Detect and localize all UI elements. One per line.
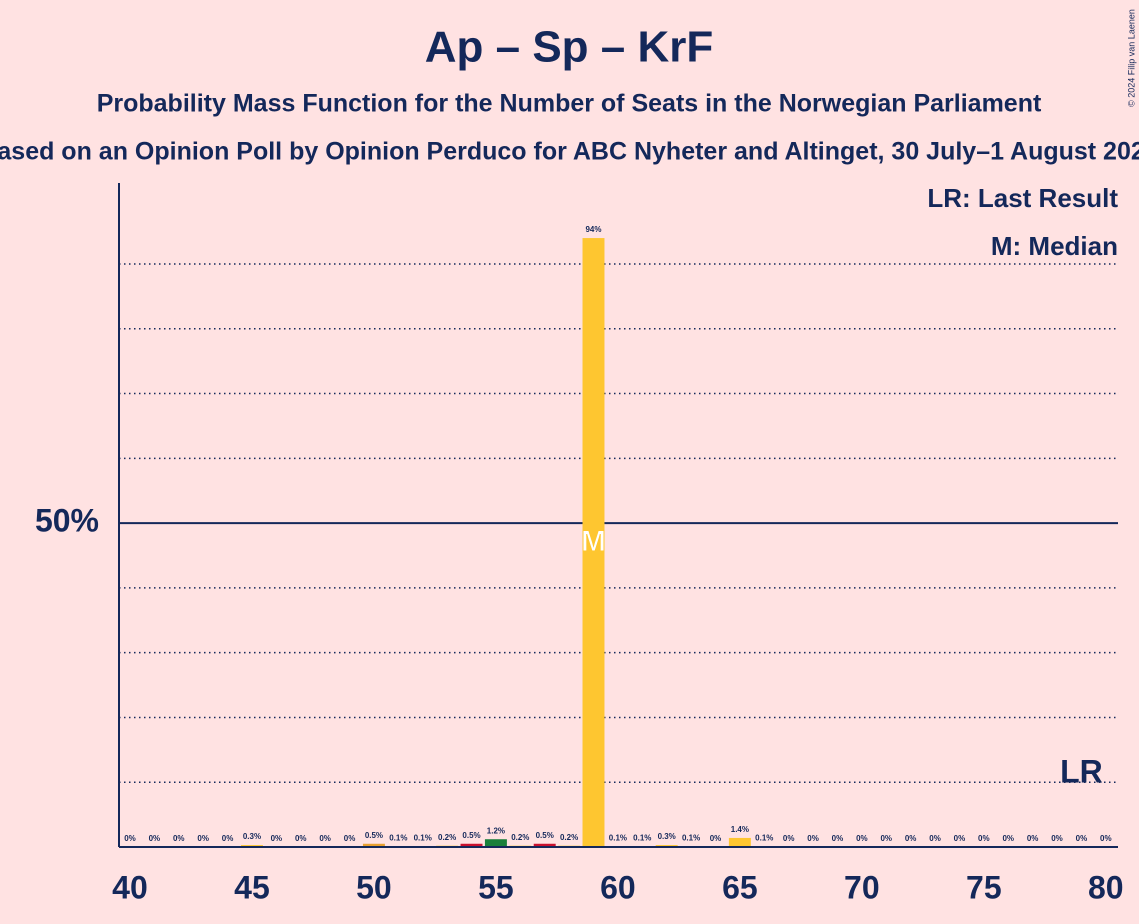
value-label: 0% — [1051, 834, 1063, 843]
value-label: 0% — [710, 834, 722, 843]
x-tick-label: 65 — [722, 869, 758, 905]
value-label: 0% — [319, 834, 331, 843]
x-tick-label: 75 — [966, 869, 1002, 905]
value-label: 0% — [807, 834, 819, 843]
x-tick-label: 80 — [1088, 869, 1124, 905]
bar — [533, 843, 556, 847]
value-label: 0% — [856, 834, 868, 843]
value-label: 0% — [1100, 834, 1112, 843]
value-label: 0% — [1027, 834, 1039, 843]
legend-entry: LR: Last Result — [927, 183, 1118, 213]
value-label: 0.5% — [365, 831, 383, 840]
x-tick-label: 55 — [478, 869, 514, 905]
value-label: 0.2% — [438, 833, 456, 842]
value-label: 0.3% — [243, 832, 261, 841]
chart-title: Ap – Sp – KrF — [425, 23, 714, 72]
value-label: 0.1% — [633, 833, 651, 842]
value-label: 0% — [1076, 834, 1088, 843]
value-label: 0% — [1002, 834, 1014, 843]
x-tick-label: 45 — [234, 869, 270, 905]
x-tick-label: 40 — [112, 869, 148, 905]
value-label: 0% — [344, 834, 356, 843]
value-label: 0.2% — [560, 833, 578, 842]
bar — [582, 238, 605, 847]
value-label: 1.2% — [487, 826, 505, 835]
value-label: 0.1% — [414, 833, 432, 842]
value-label: 0% — [149, 834, 161, 843]
value-label: 0% — [978, 834, 990, 843]
value-label: 0.3% — [658, 832, 676, 841]
bar — [484, 839, 507, 847]
value-label: 0.5% — [536, 831, 554, 840]
value-label: 0% — [197, 834, 209, 843]
x-tick-label: 50 — [356, 869, 392, 905]
median-marker: M — [581, 525, 606, 558]
value-label: 0.1% — [609, 833, 627, 842]
value-label: 94% — [585, 225, 601, 234]
legend-entry: M: Median — [991, 231, 1118, 261]
value-label: 0% — [880, 834, 892, 843]
subtitle: Probability Mass Function for the Number… — [97, 90, 1042, 118]
value-label: 0% — [173, 834, 185, 843]
bar — [362, 843, 385, 847]
value-label: 0% — [222, 834, 234, 843]
value-label: 0.1% — [389, 833, 407, 842]
value-label: 0% — [905, 834, 917, 843]
value-label: 0.1% — [755, 833, 773, 842]
value-label: 0.2% — [511, 833, 529, 842]
y-tick-label: 50% — [35, 503, 99, 539]
x-tick-label: 60 — [600, 869, 636, 905]
value-label: 0% — [832, 834, 844, 843]
value-label: 0% — [295, 834, 307, 843]
subtitle: Based on an Opinion Poll by Opinion Perd… — [0, 138, 1139, 166]
x-tick-label: 70 — [844, 869, 880, 905]
value-label: 0% — [124, 834, 136, 843]
value-label: 0% — [954, 834, 966, 843]
bar — [728, 837, 751, 847]
value-label: 0% — [783, 834, 795, 843]
copyright: © 2024 Filip van Laenen — [1126, 9, 1136, 107]
value-label: 1.4% — [731, 825, 749, 834]
value-label: 0% — [929, 834, 941, 843]
last-result-marker: LR — [1060, 754, 1103, 790]
bar — [460, 843, 483, 847]
value-label: 0.5% — [462, 831, 480, 840]
value-label: 0% — [271, 834, 283, 843]
value-label: 0.1% — [682, 833, 700, 842]
